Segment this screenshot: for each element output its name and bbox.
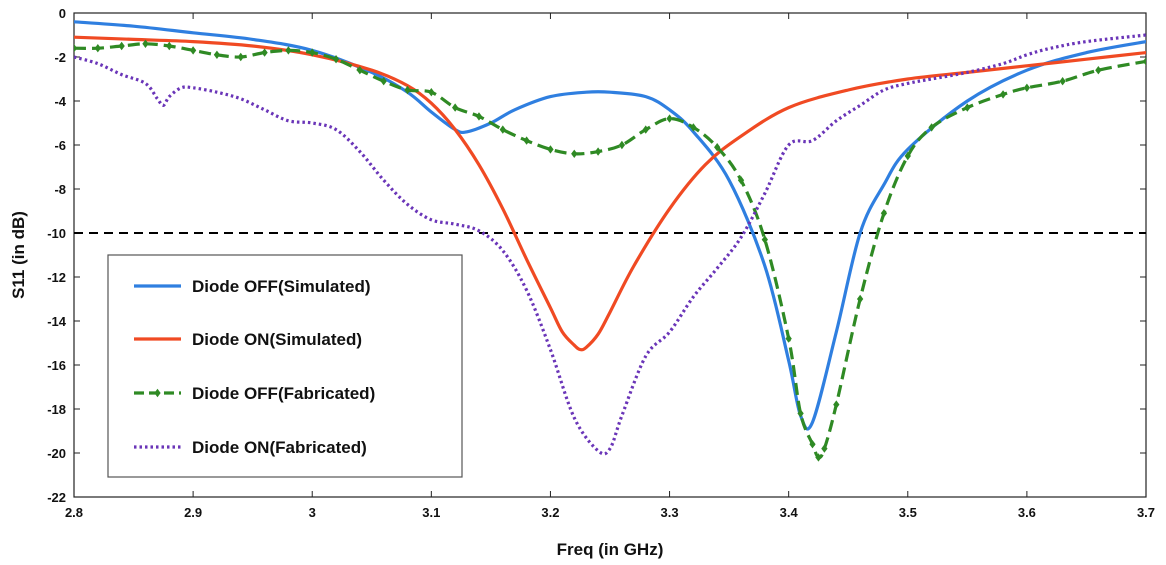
series-line-2 [74,42,1146,460]
x-tick-label: 3.5 [899,505,917,520]
series-marker-2 [94,44,101,53]
x-tick-label: 3.7 [1137,505,1155,520]
x-tick-label: 3.6 [1018,505,1036,520]
series-marker-2 [904,151,911,161]
series-marker-2 [523,136,530,145]
legend-label-2: Diode OFF(Fabricated) [192,384,375,403]
x-tick-label: 2.9 [184,505,202,520]
series-marker-2 [928,123,935,132]
series-marker-2 [166,41,173,51]
x-tick-label: 3.1 [422,505,440,520]
series-marker-2 [809,440,816,449]
series-line-0 [74,20,1146,431]
series-marker-2 [237,52,244,62]
y-tick-label: -16 [47,358,66,373]
series-marker-2 [285,46,292,55]
series-marker-2 [404,85,411,95]
y-tick-label: -4 [54,94,66,109]
x-tick-label: 3.4 [780,505,799,520]
series-marker-2 [642,125,649,134]
series-marker-2 [547,145,554,154]
x-tick-label: 3 [309,505,316,520]
series-marker-2 [1059,77,1066,86]
series-line-3 [74,33,1146,456]
series-marker-2 [797,409,804,418]
series-marker-2 [142,39,149,48]
legend-box [107,254,463,478]
series-marker-2 [452,103,459,112]
series-marker-2 [880,209,888,218]
series-marker-2 [189,46,197,55]
legend-label-1: Diode ON(Simulated) [192,330,362,349]
series-marker-2 [666,114,673,123]
x-axis-title: Freq (in GHz) [557,540,664,559]
series-marker-2 [428,88,435,97]
x-tick-label: 3.2 [541,505,559,520]
series-group [74,20,1146,462]
y-tick-label: -10 [47,226,66,241]
series-marker-2 [332,55,340,64]
x-tick-label: 3.3 [661,505,679,520]
series-marker-2 [1023,83,1031,92]
series-line-1 [74,35,1146,352]
series-marker-2 [74,44,78,53]
series-marker-2 [261,48,268,57]
series-marker-2 [380,77,387,86]
y-tick-label: -12 [47,270,66,285]
series-marker-2 [821,444,828,453]
x-tick-label: 2.8 [65,505,83,520]
y-tick-label: -2 [54,50,66,65]
series-marker-2 [618,140,626,150]
series-marker-2 [356,66,364,75]
series-marker-2 [714,143,721,152]
series-marker-2 [213,50,221,59]
y-tick-label: 0 [59,6,66,21]
y-tick-label: -22 [47,490,66,505]
series-marker-2 [833,400,840,409]
legend-label-0: Diode OFF(Simulated) [192,277,371,296]
series-marker-2 [815,453,822,462]
y-tick-label: -6 [54,138,66,153]
series-marker-2 [118,41,125,51]
legend-label-3: Diode ON(Fabricated) [192,438,367,457]
y-axis-title: S11 (in dB) [9,211,28,299]
series-marker-2 [1095,66,1102,75]
y-tick-label: -20 [47,446,66,461]
series-marker-2 [571,149,578,158]
series-marker-2 [761,235,768,244]
y-tick-label: -14 [47,314,67,329]
series-marker-2 [1142,57,1146,66]
y-tick-label: -8 [54,182,66,197]
series-marker-2 [737,176,745,185]
series-marker-2 [499,125,506,134]
series-marker-2 [594,147,602,156]
series-marker-2 [999,90,1007,99]
series-marker-2 [785,334,792,343]
series-marker-2 [475,112,483,121]
y-tick-label: -18 [47,402,66,417]
series-marker-2 [690,123,697,132]
series-marker-2 [964,103,971,112]
series-marker-2 [856,294,864,304]
series-marker-2 [309,48,316,57]
legend-marker-2 [154,388,161,398]
